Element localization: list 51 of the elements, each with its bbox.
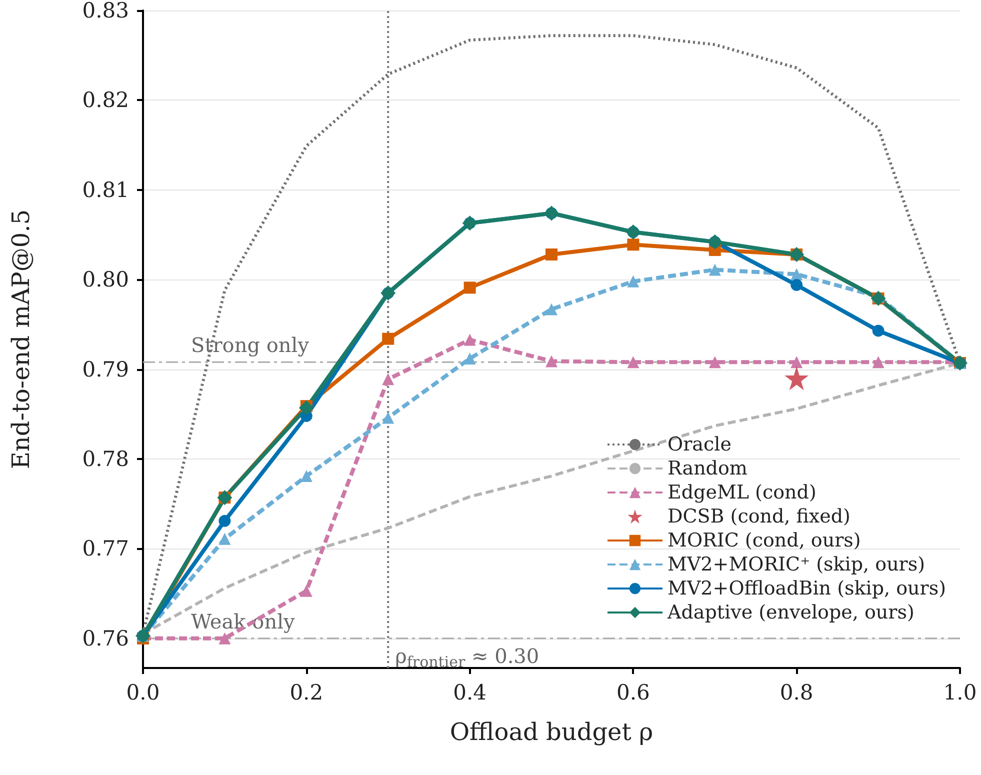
ref-line-label: Strong only <box>191 333 310 358</box>
point <box>872 356 884 368</box>
point <box>218 632 231 644</box>
point <box>382 373 394 386</box>
legend-label: Adaptive (envelope, ours) <box>666 602 914 624</box>
x-axis-title: Offload budget ρ <box>450 718 654 746</box>
x-tick-label: 0.8 <box>780 680 814 704</box>
y-tick-label: 0.77 <box>82 536 129 561</box>
y-tick-label: 0.78 <box>82 447 129 471</box>
point <box>546 355 558 368</box>
y-tick-label: 0.80 <box>82 268 129 292</box>
point <box>790 356 803 368</box>
point <box>218 532 231 545</box>
point <box>382 332 394 345</box>
legend-label: EdgeML (cond) <box>668 482 816 504</box>
point <box>300 584 312 597</box>
ref-line-label: Weak only <box>191 609 296 634</box>
x-tick-label: 0.4 <box>453 680 487 704</box>
point <box>546 248 558 260</box>
point <box>784 366 809 390</box>
point <box>708 356 721 368</box>
y-tick-label: 0.81 <box>82 178 129 202</box>
x-tick-label: 1.0 <box>943 680 977 704</box>
point <box>300 470 312 482</box>
point <box>382 412 394 424</box>
point <box>790 278 803 291</box>
x-tick-label: 0.2 <box>290 680 324 704</box>
y-tick-label: 0.79 <box>82 357 129 382</box>
point <box>708 264 721 276</box>
point <box>627 275 640 288</box>
legend-label: MV2+OffloadBin (skip, ours) <box>668 578 946 600</box>
x-tick-label: 0.0 <box>126 680 160 704</box>
point <box>298 400 314 416</box>
point <box>218 514 231 527</box>
y-tick-label: 0.82 <box>82 88 129 112</box>
legend-label: MORIC (cond, ours) <box>668 530 861 552</box>
point <box>627 238 640 251</box>
point <box>464 282 476 294</box>
point <box>872 324 884 337</box>
point <box>546 303 558 316</box>
legend-label: Random <box>668 458 748 480</box>
legend-label: MV2+MORIC⁺ (skip, ours) <box>668 554 926 576</box>
y-tick-label: 0.76 <box>82 626 129 650</box>
point <box>627 356 640 368</box>
x-tick-label: 0.6 <box>616 680 650 704</box>
legend-label: DCSB (cond, fixed) <box>668 506 850 528</box>
y-tick-label: 0.83 <box>82 0 129 22</box>
legend-label: Oracle <box>668 434 732 456</box>
y-axis-title: End-to-end mAP@0.5 <box>7 209 35 470</box>
point <box>464 334 476 346</box>
point <box>464 352 476 365</box>
